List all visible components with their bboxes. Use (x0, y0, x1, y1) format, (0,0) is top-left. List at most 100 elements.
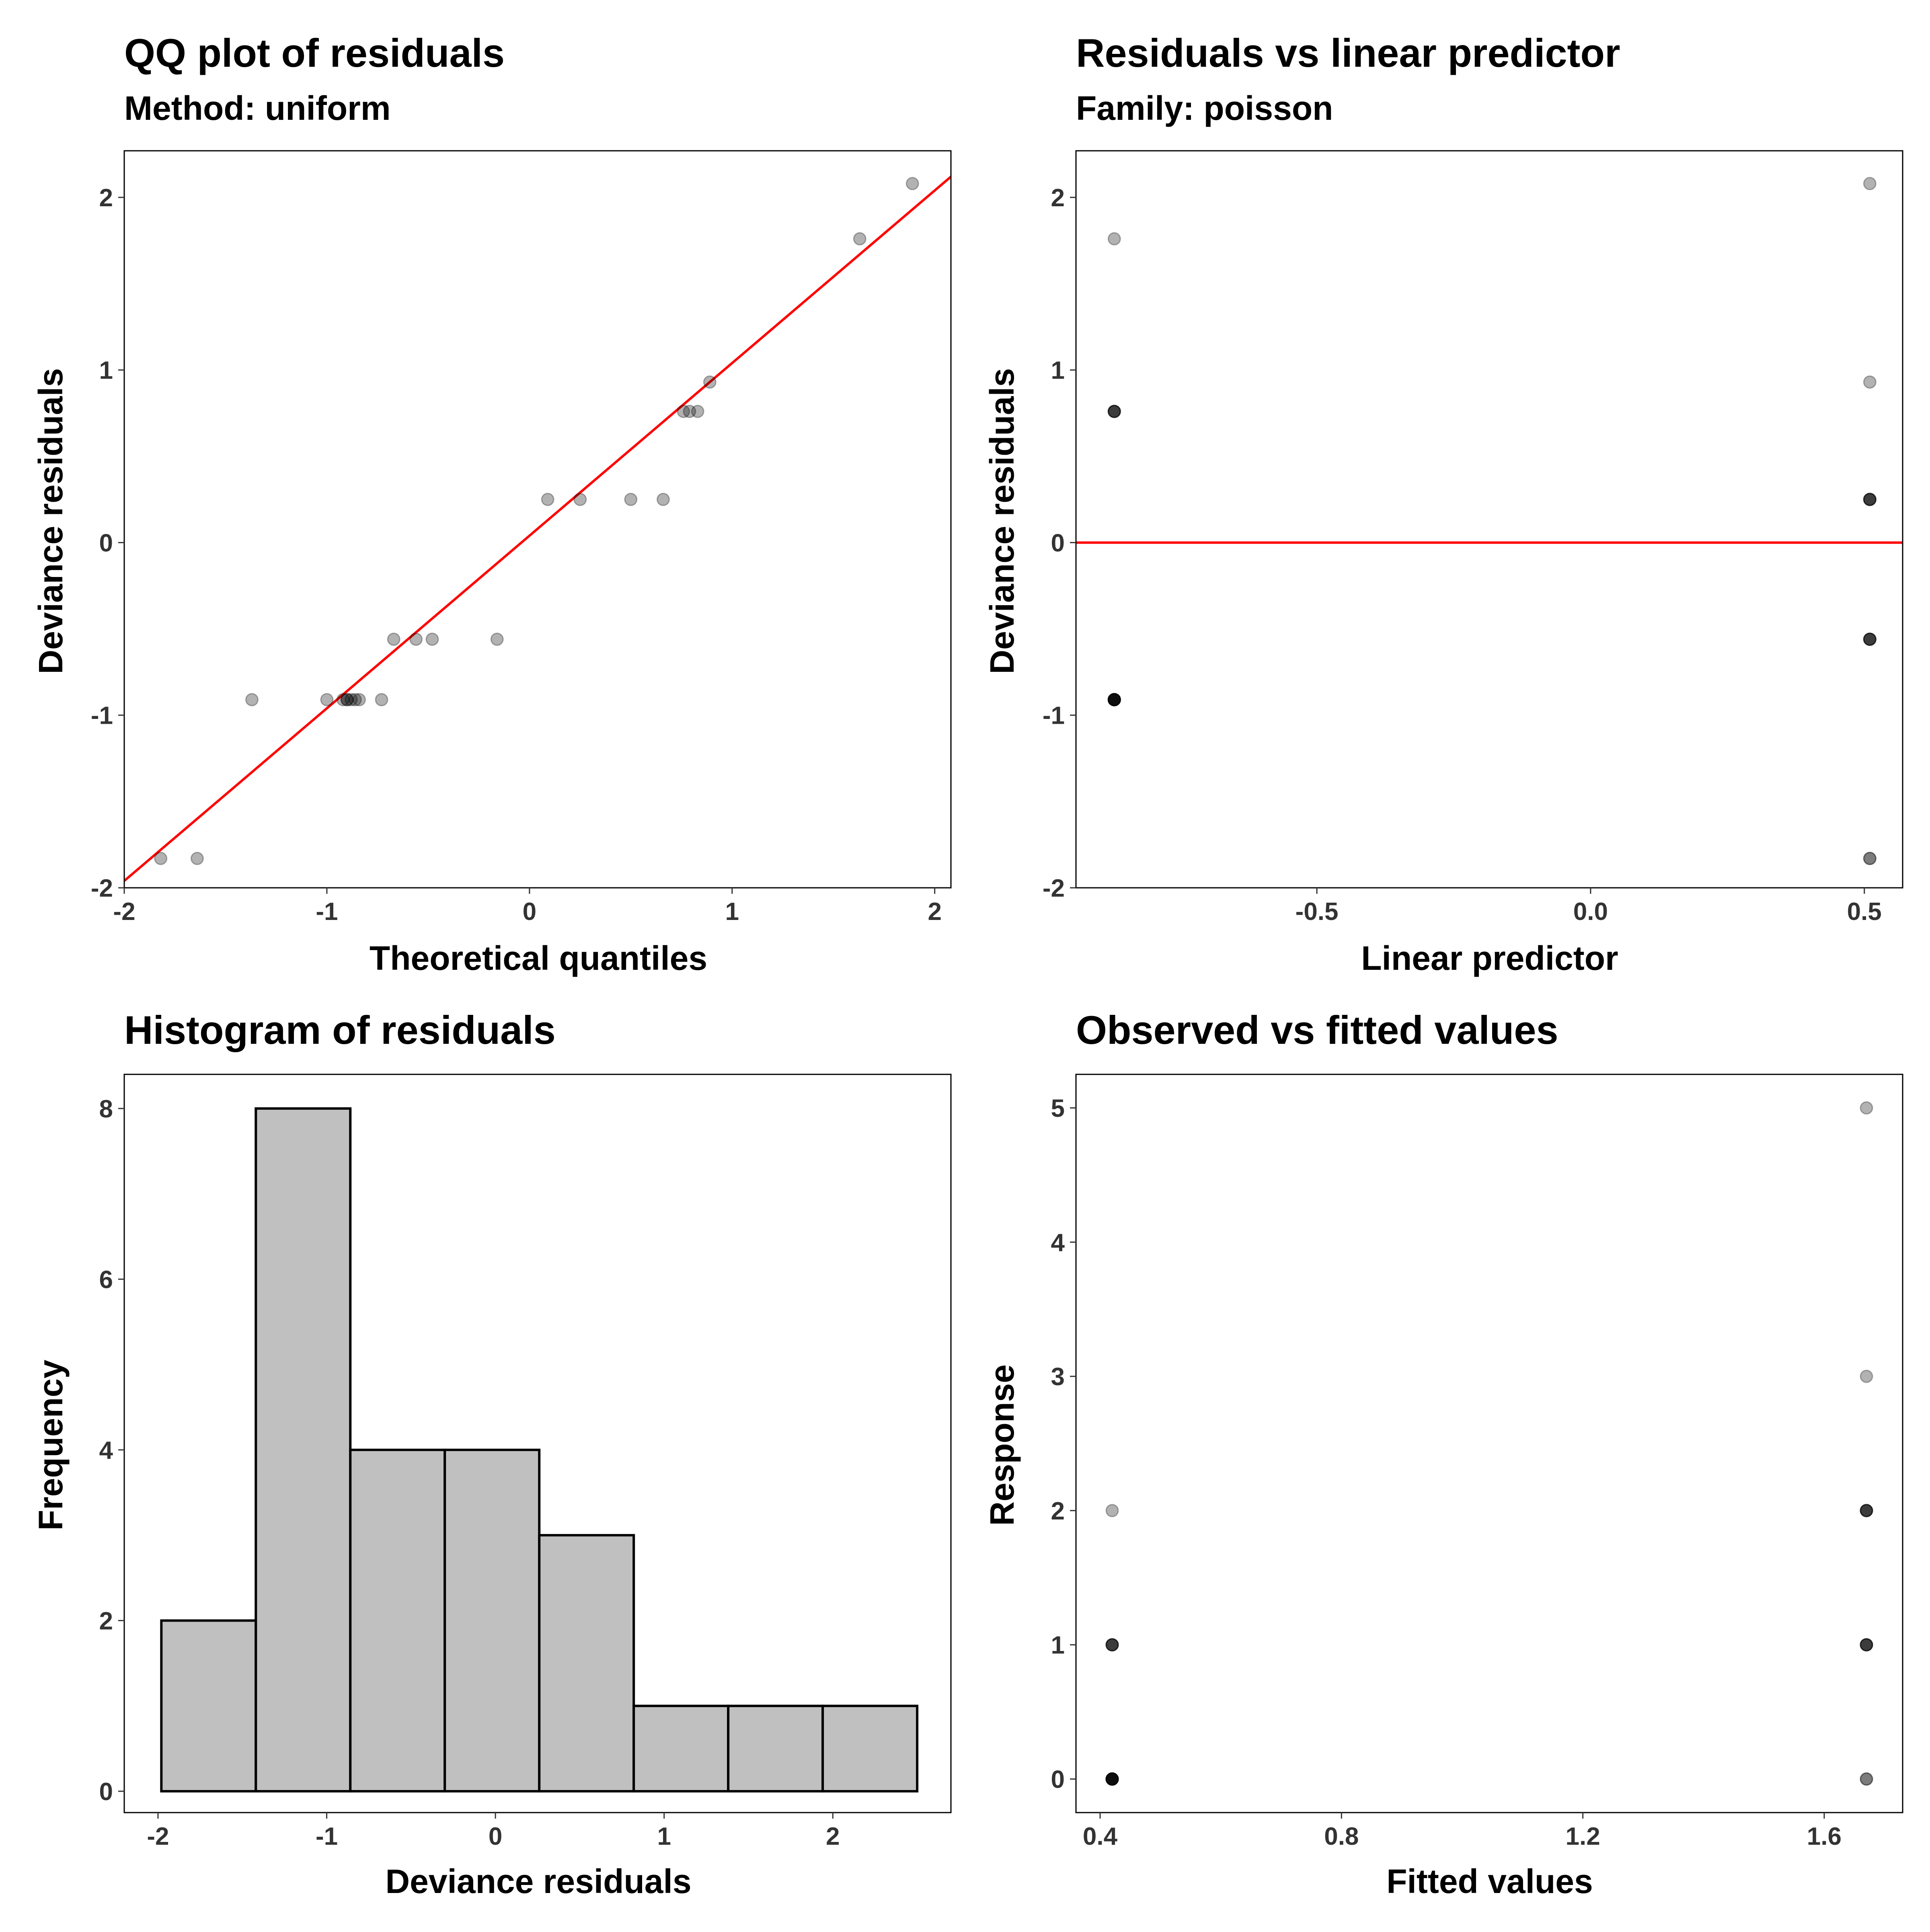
residuals-vs-predictor-point-0 (1107, 232, 1121, 246)
histogram-x-axis-label: Deviance residuals (385, 1862, 691, 1900)
histogram-frame (123, 1074, 952, 1813)
qq-plot-y-tick-label-0: -2 (91, 875, 113, 902)
qq-plot-x-tick-label-0: -2 (113, 898, 135, 926)
observed-vs-fitted-title: Observed vs fitted values (1076, 1008, 1558, 1052)
qq-plot-y-tick-label-2: 0 (99, 529, 113, 557)
observed-vs-fitted-y-axis-label: Response (983, 1364, 1021, 1525)
histogram-bar-0 (160, 1619, 257, 1792)
qq-plot-x-axis-label: Theoretical quantiles (370, 939, 707, 977)
observed-vs-fitted-point-15 (1860, 1504, 1873, 1517)
observed-vs-fitted-point-16 (1860, 1504, 1873, 1517)
qq-plot-point-11 (387, 632, 400, 646)
observed-vs-fitted-y-tick-label-4: 4 (1051, 1229, 1065, 1257)
residuals-vs-predictor-y-tick-label-1: -1 (1043, 702, 1065, 730)
residuals-vs-predictor-point-20 (1863, 632, 1877, 646)
observed-vs-fitted-y-tick-label-2: 2 (1051, 1497, 1065, 1525)
observed-vs-fitted-frame (1075, 1074, 1903, 1813)
qq-plot-y-tick-label-3: 1 (99, 357, 113, 384)
residuals-vs-predictor-point-21 (1863, 632, 1877, 646)
residuals-vs-predictor-point-23 (1863, 852, 1877, 865)
histogram-bar-6 (727, 1704, 824, 1792)
observed-vs-fitted-point-20 (1860, 1638, 1873, 1652)
histogram-y-tick-label-0: 0 (99, 1778, 113, 1806)
qq-plot-point-20 (683, 404, 696, 418)
qq-plot-point-17 (624, 493, 638, 506)
residuals-vs-predictor-x-tick-label-0: -0.5 (1296, 898, 1339, 926)
histogram-bar-2 (349, 1448, 446, 1792)
residuals-vs-predictor-point-18 (1863, 493, 1877, 506)
qq-plot-point-8 (348, 693, 362, 706)
observed-vs-fitted-point-0 (1105, 1504, 1119, 1517)
qq-plot-point-5 (340, 693, 354, 706)
qq-plot-point-6 (340, 693, 354, 706)
observed-vs-fitted-point-13 (1860, 1101, 1873, 1115)
qq-plot-point-9 (353, 693, 366, 706)
residuals-vs-predictor-point-3 (1107, 404, 1121, 418)
observed-vs-fitted-point-9 (1105, 1772, 1119, 1786)
histogram-bar-3 (443, 1448, 541, 1792)
residuals-vs-predictor-point-10 (1107, 693, 1121, 706)
residuals-vs-predictor-y-tick-label-0: -2 (1043, 875, 1065, 902)
qq-plot-point-12 (409, 632, 423, 646)
qq-plot-y-tick-label-4: 2 (99, 184, 113, 212)
residuals-vs-predictor-point-14 (1863, 375, 1877, 389)
residuals-vs-predictor-point-8 (1107, 693, 1121, 706)
qq-plot-point-10 (375, 693, 388, 706)
observed-vs-fitted-point-14 (1860, 1369, 1873, 1383)
observed-vs-fitted-point-12 (1105, 1772, 1119, 1786)
qq-plot-reference-line (124, 176, 951, 882)
residuals-vs-predictor-point-2 (1107, 404, 1121, 418)
residuals-vs-predictor-y-axis-label: Deviance residuals (983, 368, 1021, 674)
qq-plot-y-axis-label: Deviance residuals (32, 368, 70, 674)
observed-vs-fitted-point-21 (1860, 1638, 1873, 1652)
qq-plot-point-24 (905, 177, 919, 191)
residuals-vs-predictor-panel: Residuals vs linear predictor Family: po… (983, 31, 1903, 977)
residuals-vs-predictor-y-tick-label-4: 2 (1051, 184, 1065, 212)
qq-plot-point-1 (190, 852, 204, 865)
observed-vs-fitted-x-tick-label-0: 0.4 (1083, 1823, 1118, 1850)
observed-vs-fitted-point-4 (1105, 1638, 1119, 1652)
observed-vs-fitted-point-8 (1105, 1772, 1119, 1786)
qq-plot-point-3 (320, 693, 334, 706)
residuals-vs-predictor-subtitle: Family: poisson (1076, 89, 1333, 127)
observed-vs-fitted-point-6 (1105, 1772, 1119, 1786)
residuals-vs-predictor-point-9 (1107, 693, 1121, 706)
observed-vs-fitted-point-10 (1105, 1772, 1119, 1786)
observed-vs-fitted-panel: Observed vs fitted values Fitted values … (983, 1008, 1903, 1900)
observed-vs-fitted-point-2 (1105, 1638, 1119, 1652)
residuals-vs-predictor-x-tick-label-2: 0.5 (1847, 898, 1882, 926)
histogram-x-tick-label-0: -2 (147, 1823, 169, 1850)
qq-plot-point-7 (344, 693, 358, 706)
histogram-x-tick-label-1: -1 (316, 1823, 338, 1850)
observed-vs-fitted-point-3 (1105, 1638, 1119, 1652)
histogram-y-axis-label: Frequency (32, 1359, 70, 1530)
histogram-x-tick-label-2: 0 (489, 1823, 502, 1850)
qq-plot-x-tick-label-3: 1 (725, 898, 739, 926)
histogram-y-tick-label-1: 2 (99, 1607, 113, 1635)
residuals-vs-predictor-point-11 (1107, 693, 1121, 706)
qq-plot-panel: QQ plot of residuals Method: uniform The… (32, 31, 952, 977)
observed-vs-fitted-point-17 (1860, 1504, 1873, 1517)
histogram-x-tick-label-4: 2 (826, 1823, 840, 1850)
residuals-vs-predictor-point-24 (1863, 852, 1877, 865)
qq-plot-x-tick-label-4: 2 (928, 898, 941, 926)
observed-vs-fitted-y-tick-label-0: 0 (1051, 1766, 1065, 1794)
observed-vs-fitted-point-11 (1105, 1772, 1119, 1786)
observed-vs-fitted-point-1 (1105, 1638, 1119, 1652)
observed-vs-fitted-x-axis-label: Fitted values (1386, 1862, 1593, 1900)
residuals-vs-predictor-point-16 (1863, 493, 1877, 506)
qq-plot-y-tick-label-1: -1 (91, 702, 113, 730)
residuals-vs-predictor-point-19 (1863, 632, 1877, 646)
residuals-vs-predictor-point-22 (1863, 632, 1877, 646)
qq-plot-point-4 (336, 693, 350, 706)
histogram-y-tick-label-3: 6 (99, 1266, 113, 1293)
observed-vs-fitted-point-7 (1105, 1772, 1119, 1786)
residuals-vs-predictor-frame (1075, 150, 1903, 889)
observed-vs-fitted-y-tick-label-5: 5 (1051, 1094, 1065, 1122)
residuals-vs-predictor-y-tick-label-2: 0 (1051, 529, 1065, 557)
qq-plot-point-22 (703, 375, 717, 389)
residuals-vs-predictor-x-tick-label-1: 0.0 (1573, 898, 1608, 926)
qq-plot-point-16 (573, 493, 587, 506)
